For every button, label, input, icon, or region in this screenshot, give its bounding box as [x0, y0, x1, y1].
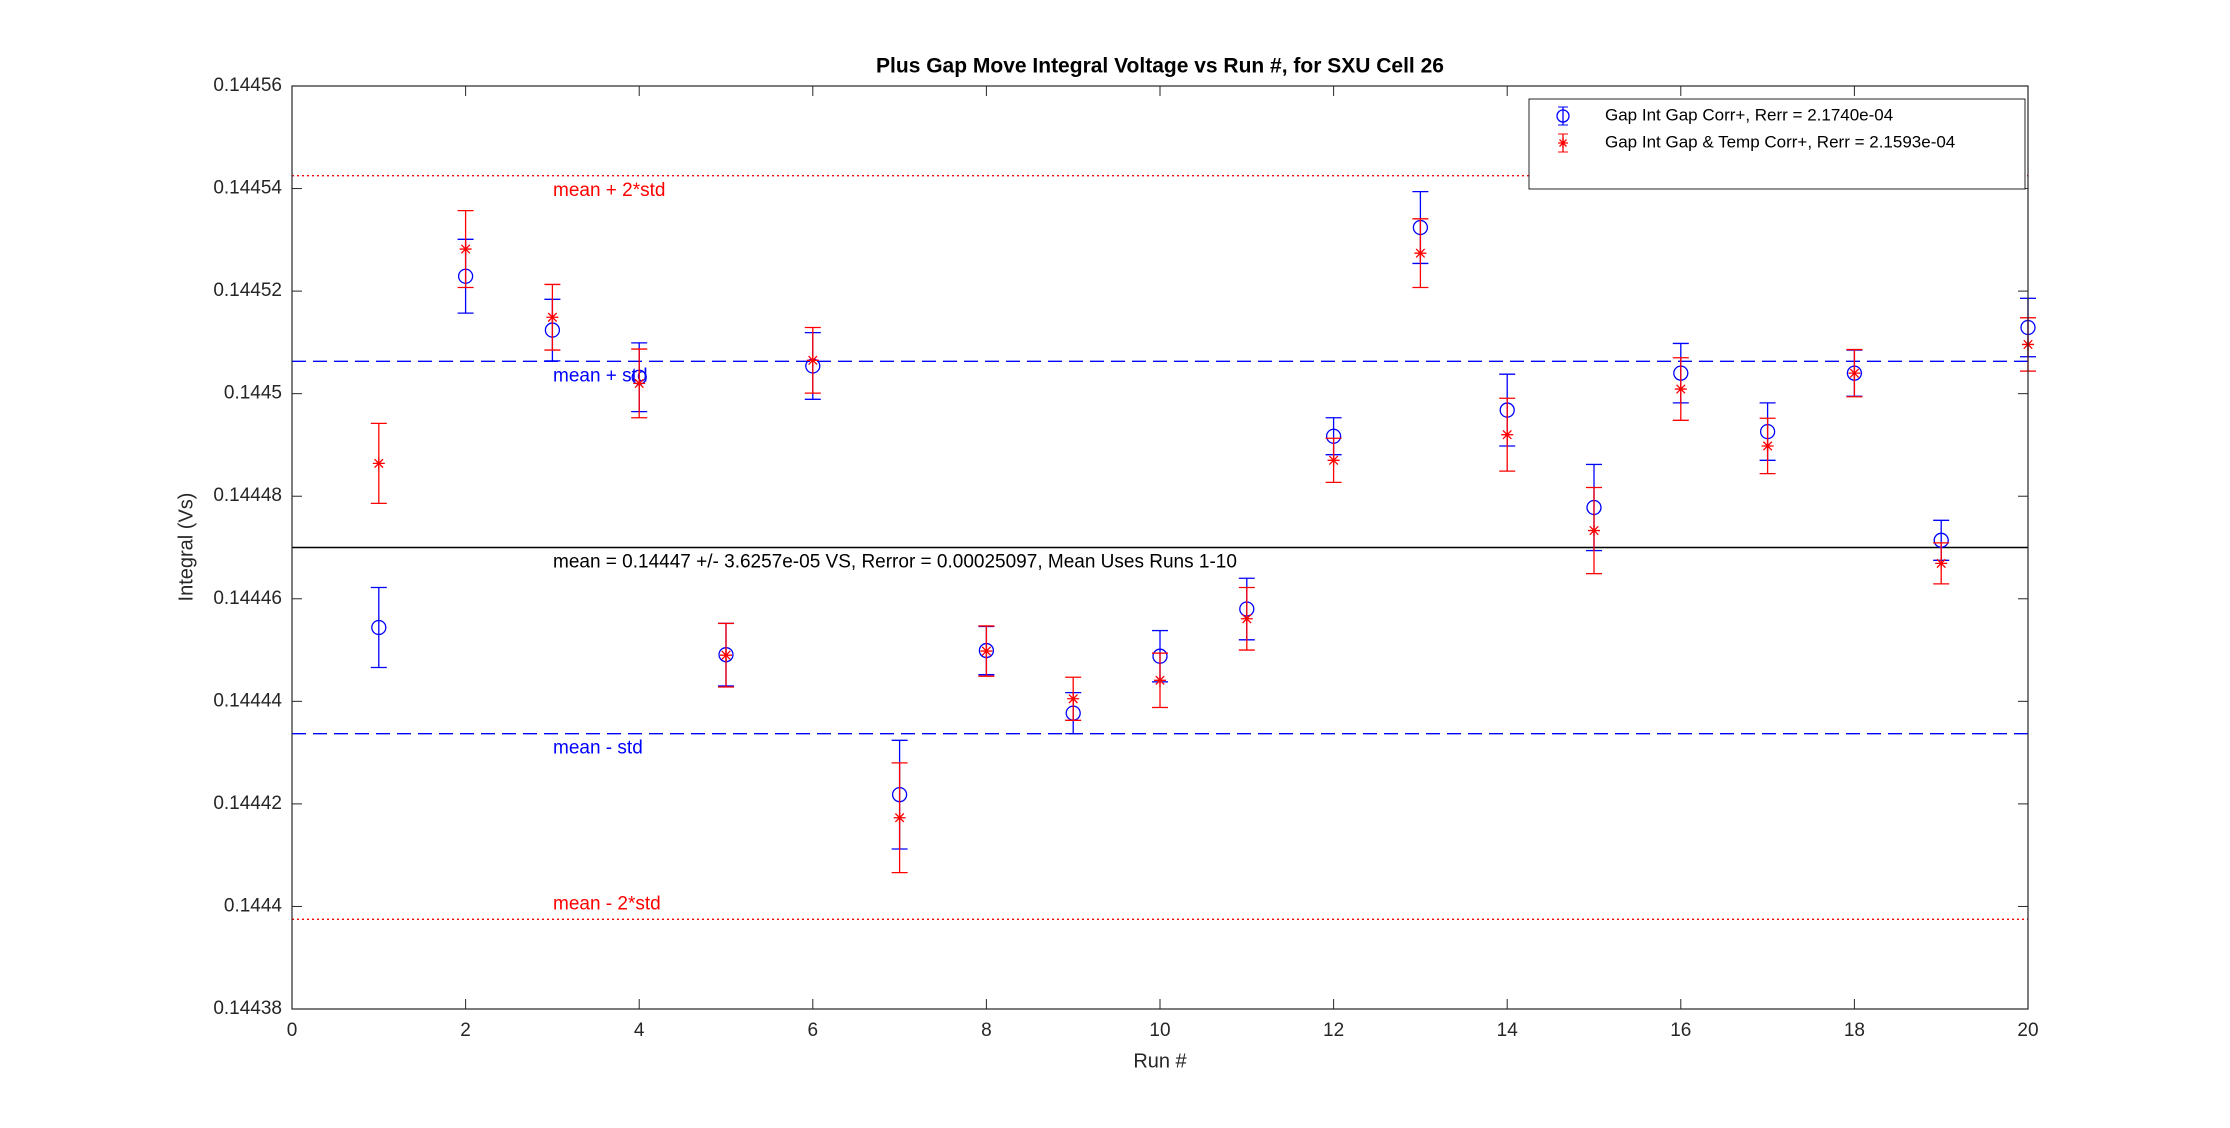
marker: [1674, 383, 1687, 396]
marker: [633, 377, 646, 390]
x-tick-label: 4: [634, 1020, 645, 1041]
marker: [1501, 428, 1514, 441]
y-tick-label: 0.14456: [213, 75, 282, 96]
marker: [1327, 454, 1340, 467]
marker: [546, 311, 559, 324]
chart-title: Plus Gap Move Integral Voltage vs Run #,…: [876, 55, 1444, 78]
x-tick-label: 10: [1149, 1020, 1170, 1041]
x-tick-label: 2: [460, 1020, 471, 1041]
x-tick-label: 0: [287, 1020, 298, 1041]
x-tick-label: 20: [2017, 1020, 2038, 1041]
marker: [1154, 674, 1166, 687]
y-tick-label: 0.14454: [213, 178, 282, 199]
legend-label: Gap Int Gap & Temp Corr+, Rerr = 2.1593e…: [1605, 132, 1955, 151]
x-tick-label: 16: [1670, 1020, 1691, 1041]
x-tick-label: 12: [1323, 1020, 1344, 1041]
x-tick-label: 14: [1497, 1020, 1519, 1041]
reference-label: mean + std: [553, 365, 648, 386]
reference-label: mean - std: [553, 738, 643, 759]
axes-box: [291, 85, 2029, 1010]
x-tick-label: 18: [1844, 1020, 1865, 1041]
marker: [1240, 612, 1253, 625]
marker: [980, 645, 993, 658]
legend-marker: [1556, 109, 1570, 123]
marker: [1935, 557, 1948, 570]
marker: [1067, 692, 1080, 705]
marker: [371, 619, 387, 636]
reference-label: mean - 2*std: [553, 893, 661, 914]
marker: [1848, 367, 1861, 380]
x-tick-label: 6: [808, 1020, 819, 1041]
x-axis-label: Run #: [1133, 1050, 1187, 1072]
marker: [1761, 439, 1774, 452]
reference-label: mean = 0.14447 +/- 3.6257e-05 VS, Rerror…: [553, 552, 1237, 573]
marker: [893, 811, 906, 824]
x-tick-label: 8: [981, 1020, 992, 1041]
y-tick-label: 0.14446: [213, 588, 282, 609]
marker: [720, 649, 732, 662]
y-tick-label: 0.14448: [213, 485, 282, 506]
y-axis-label: Integral (Vs): [175, 493, 197, 602]
error-bar: [370, 586, 387, 669]
marker: [372, 457, 385, 470]
y-tick-label: 0.14444: [213, 690, 282, 711]
y-tick-label: 0.1445: [224, 383, 282, 404]
reference-label: mean + 2*std: [553, 180, 666, 201]
y-tick-label: 0.1444: [224, 895, 283, 916]
y-tick-label: 0.14438: [213, 998, 282, 1019]
y-tick-label: 0.14442: [213, 793, 282, 814]
marker: [806, 354, 819, 367]
marker: [1588, 524, 1600, 537]
marker: [459, 243, 472, 256]
legend-marker: [1558, 138, 1568, 148]
legend-box: [1528, 98, 2026, 190]
y-tick-label: 0.14452: [213, 280, 282, 301]
legend-label: Gap Int Gap Corr+, Rerr = 2.1740e-04: [1605, 105, 1893, 124]
marker: [1414, 247, 1427, 260]
